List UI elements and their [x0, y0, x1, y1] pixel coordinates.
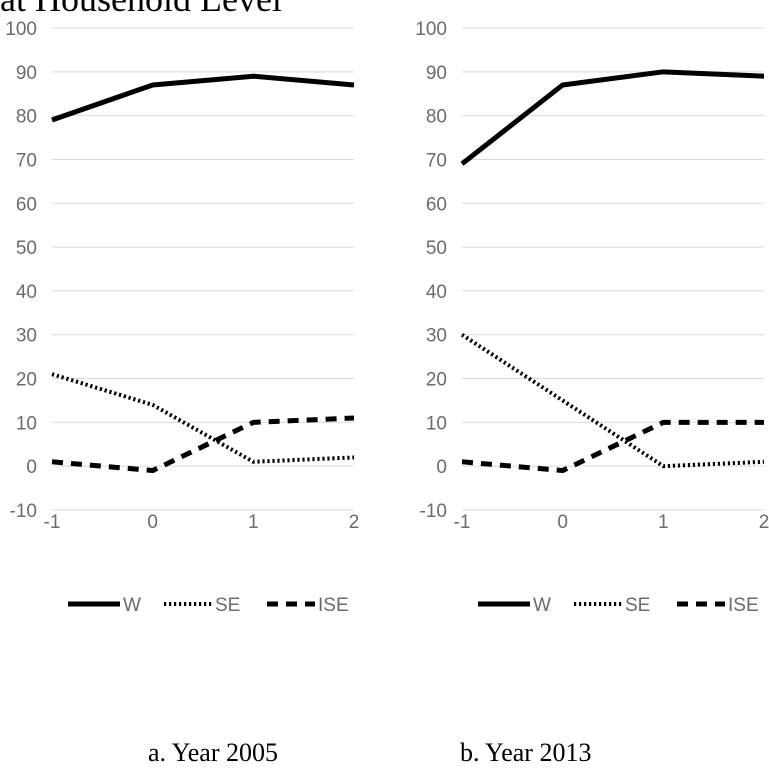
- y-tick-label: -10: [420, 501, 447, 522]
- series-line-ise: [51, 415, 355, 474]
- y-tick-label: 0: [26, 457, 37, 478]
- legend-label-se: SE: [215, 595, 240, 616]
- y-tick-label: 40: [16, 282, 37, 303]
- y-tick-label: 100: [5, 19, 37, 40]
- y-tick-label: 30: [16, 326, 37, 347]
- y-tick-label: 0: [436, 457, 447, 478]
- y-tick-label: 80: [16, 107, 37, 128]
- x-tick-label: 1: [658, 512, 669, 533]
- chart-caption-2005: a. Year 2005: [148, 738, 278, 767]
- y-tick-label: 90: [426, 63, 447, 84]
- x-tick-label: -1: [44, 512, 61, 533]
- y-tick-label: 20: [426, 370, 447, 391]
- series-line-se: [460, 333, 765, 469]
- series-line-ise: [461, 419, 764, 474]
- y-tick-label: 50: [426, 238, 447, 259]
- y-tick-label: 10: [16, 413, 37, 434]
- y-tick-label: 80: [426, 107, 447, 128]
- y-tick-label: 10: [426, 413, 447, 434]
- y-tick-label: 70: [16, 150, 37, 171]
- x-tick-label: -1: [454, 512, 471, 533]
- legend-label-w: W: [123, 595, 141, 616]
- y-tick-label: 100: [415, 19, 447, 40]
- x-tick-label: 0: [147, 512, 158, 533]
- y-tick-label: 40: [426, 282, 447, 303]
- y-tick-label: 90: [16, 63, 37, 84]
- series-line-se: [51, 372, 355, 464]
- legend-label-w: W: [533, 595, 551, 616]
- series-line-w: [51, 73, 355, 123]
- chart-caption-2013: b. Year 2013: [460, 738, 592, 767]
- x-tick-label: 2: [349, 512, 360, 533]
- y-tick-label: 20: [16, 370, 37, 391]
- legend-label-ise: ISE: [728, 595, 759, 616]
- x-tick-label: 2: [759, 512, 769, 533]
- x-tick-label: 0: [557, 512, 568, 533]
- series-line-w: [460, 69, 765, 166]
- y-tick-label: -10: [10, 501, 37, 522]
- x-tick-label: 1: [248, 512, 259, 533]
- y-tick-label: 60: [16, 194, 37, 215]
- y-tick-label: 30: [426, 326, 447, 347]
- legend-label-se: SE: [625, 595, 650, 616]
- legend-label-ise: ISE: [318, 595, 349, 616]
- y-tick-label: 60: [426, 194, 447, 215]
- y-tick-label: 70: [426, 150, 447, 171]
- y-tick-label: 50: [16, 238, 37, 259]
- page-title: at Household Level: [0, 0, 282, 20]
